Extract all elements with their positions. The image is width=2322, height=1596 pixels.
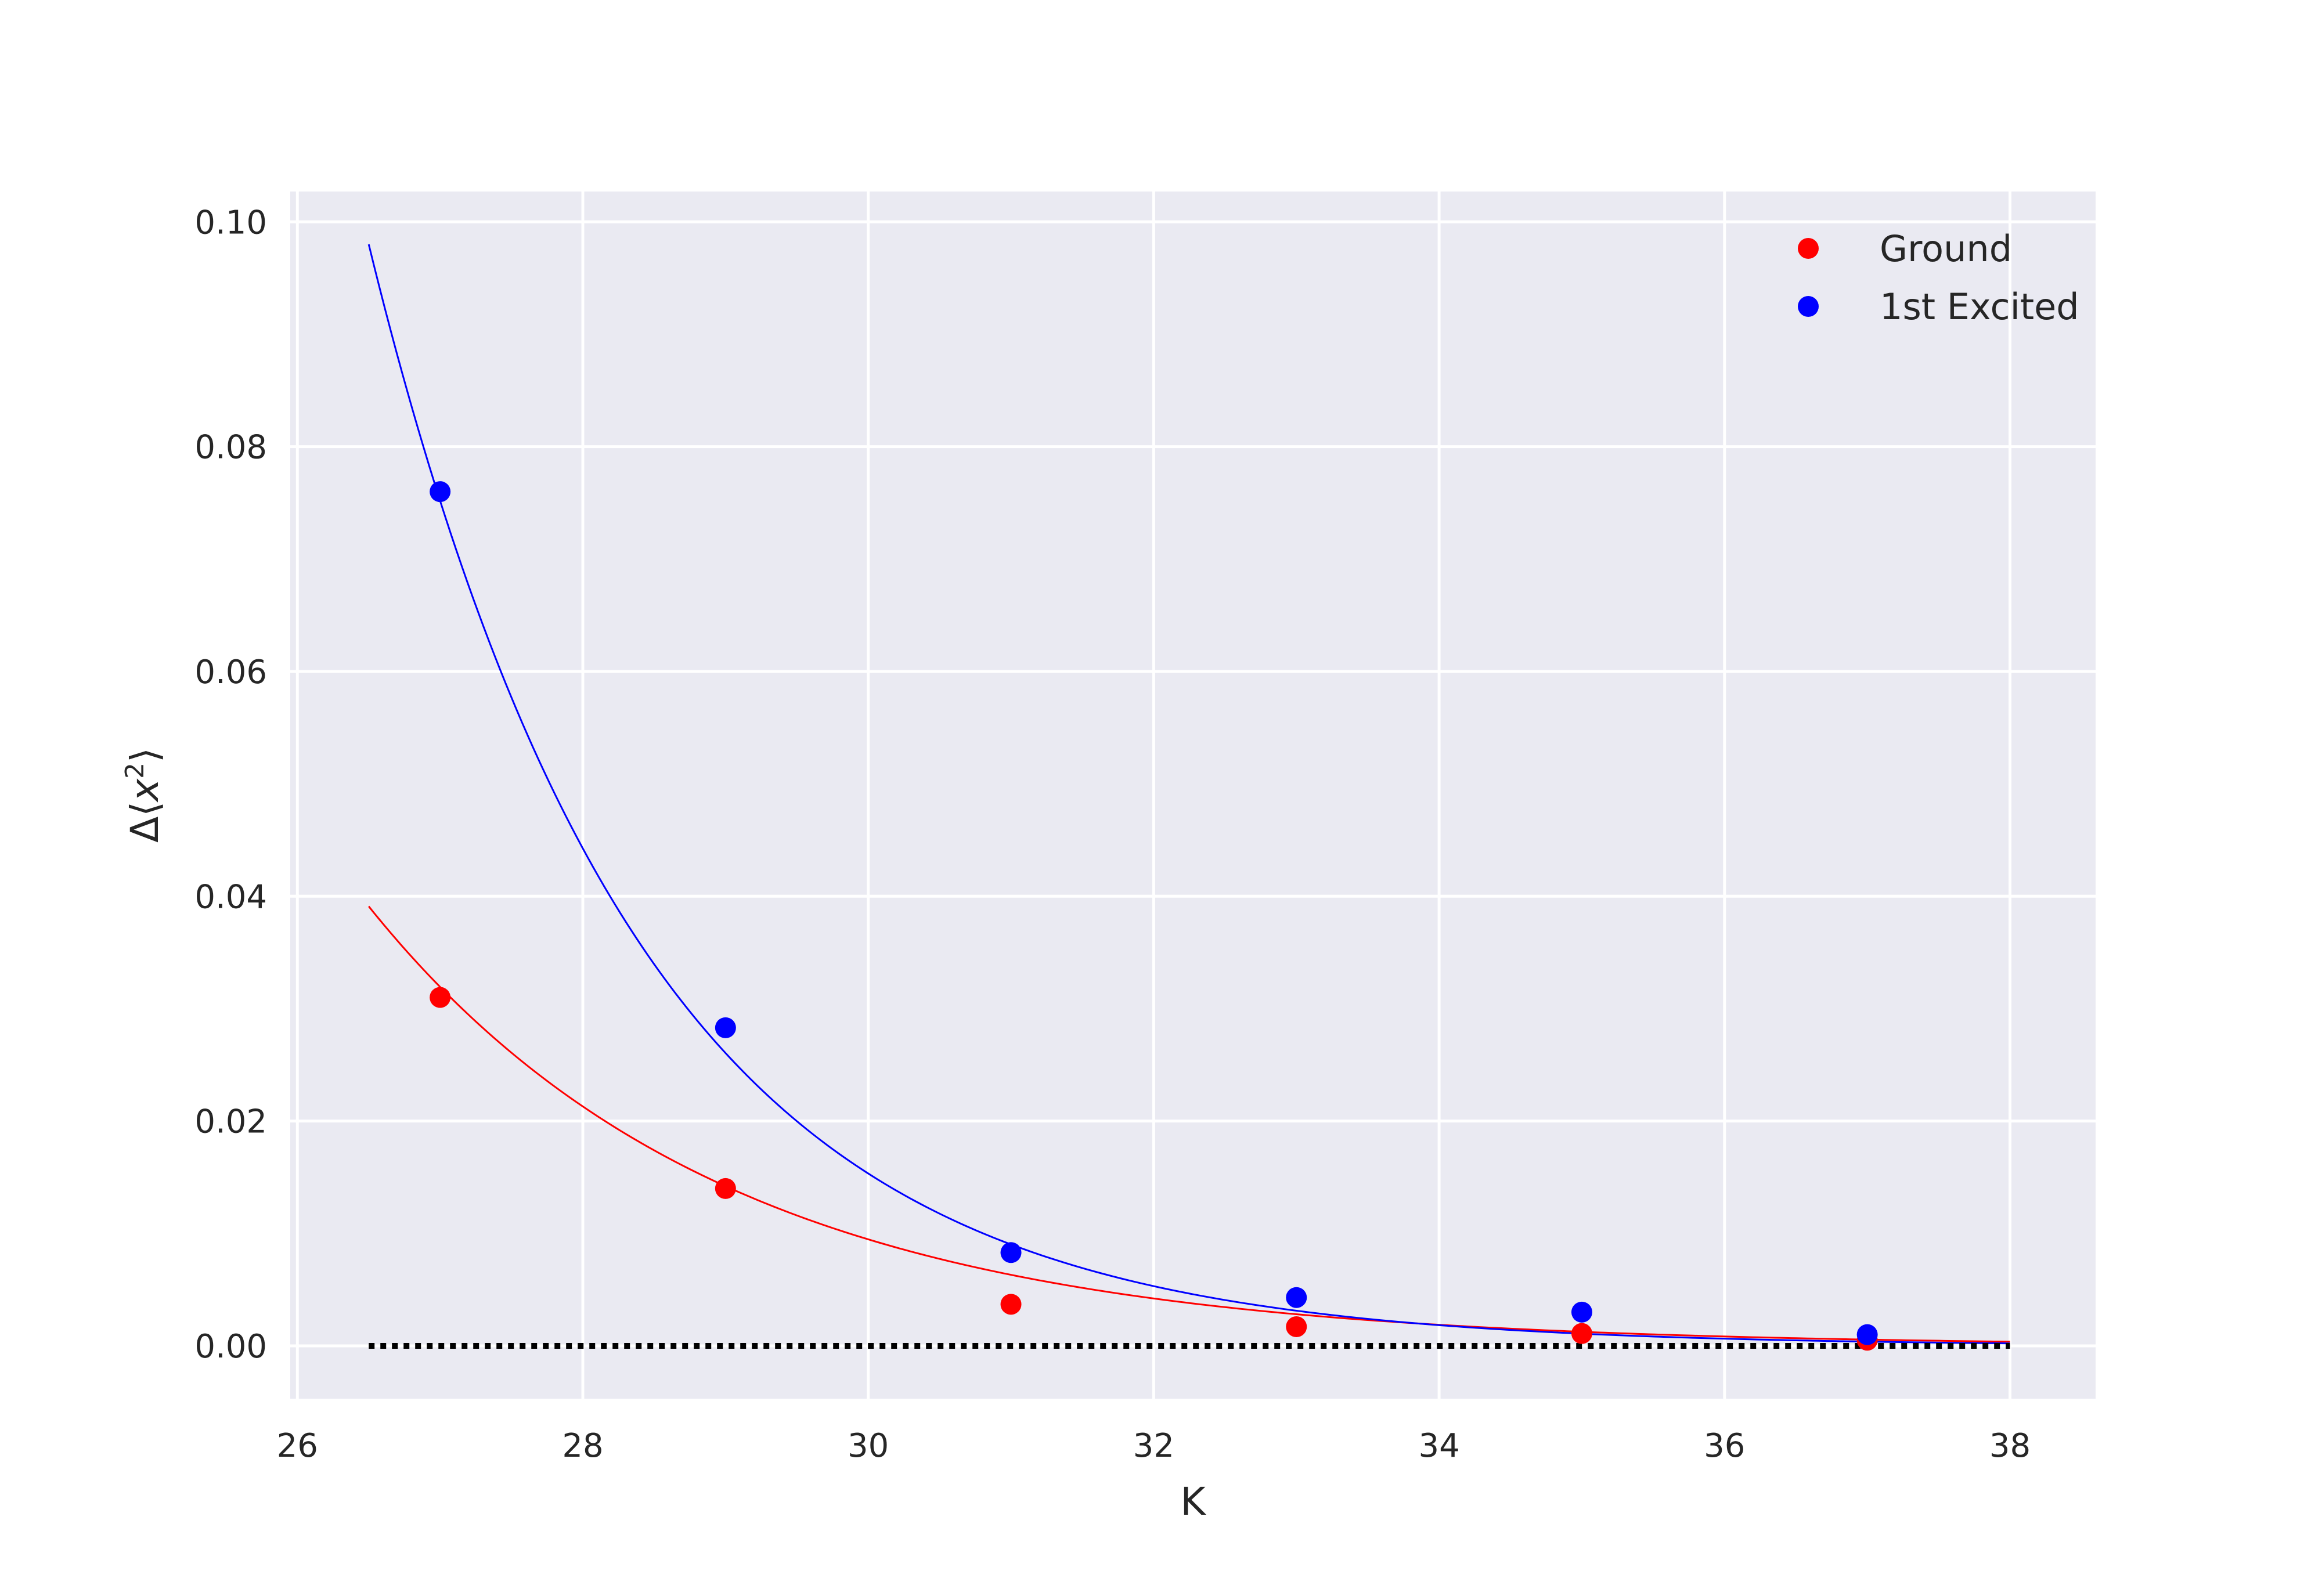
x-tick-labels: 26 28 30 32 34 36 38 [277, 1427, 2031, 1465]
data-point-excited [1286, 1287, 1307, 1308]
legend-marker [1798, 238, 1819, 259]
data-point-excited [1856, 1324, 1878, 1345]
y-tick-label: 0.10 [194, 204, 267, 241]
data-point-excited [430, 481, 451, 503]
fit-curve-1 [368, 905, 2010, 1343]
plot-area [290, 192, 2096, 1399]
legend-label: Ground [1880, 228, 2012, 270]
x-tick-label: 36 [1704, 1427, 1745, 1465]
y-tick-label: 0.00 [194, 1328, 267, 1366]
y-tick-labels: 0.00 0.02 0.04 0.06 0.08 0.10 [194, 204, 267, 1366]
data-point-ground [1571, 1323, 1592, 1344]
x-tick-label: 34 [1418, 1427, 1459, 1465]
data-point-ground [430, 987, 451, 1008]
legend: Ground 1st Excited [1798, 228, 2079, 328]
data-point-excited [1000, 1242, 1022, 1263]
x-axis-label: K [1180, 1479, 1206, 1524]
y-tick-label: 0.08 [194, 429, 267, 467]
x-tick-label: 28 [562, 1427, 603, 1465]
grid [290, 192, 2096, 1399]
data-point-excited [715, 1017, 736, 1038]
fit-lines [367, 244, 2010, 1345]
data-point-ground [1000, 1294, 1022, 1315]
x-tick-label: 26 [277, 1427, 318, 1465]
legend-marker [1798, 296, 1819, 317]
y-axis-label: Δ⟨x2⟩ [120, 748, 168, 843]
x-tick-label: 38 [1989, 1427, 2031, 1465]
y-tick-label: 0.04 [194, 878, 267, 916]
y-tick-label: 0.06 [194, 653, 267, 691]
fit-curve-2 [367, 244, 2010, 1345]
data-points [430, 481, 1878, 1351]
data-point-excited [1571, 1301, 1592, 1323]
x-tick-label: 30 [848, 1427, 889, 1465]
x-tick-label: 32 [1133, 1427, 1174, 1465]
data-point-ground [715, 1178, 736, 1199]
data-point-ground [1286, 1316, 1307, 1338]
y-tick-label: 0.02 [194, 1103, 267, 1141]
legend-label: 1st Excited [1880, 286, 2079, 328]
